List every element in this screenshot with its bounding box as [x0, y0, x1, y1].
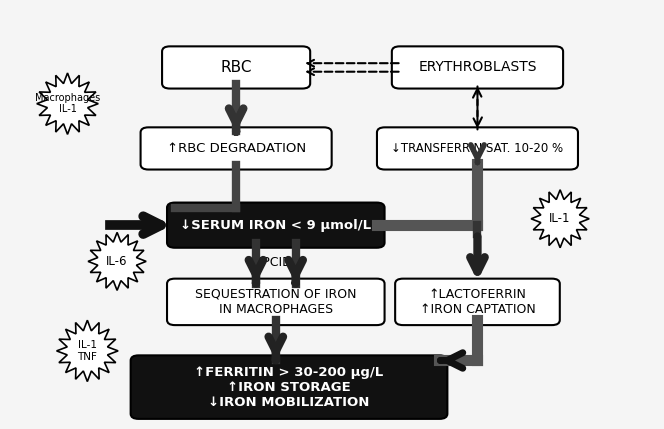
Text: ↑LACTOFERRIN
↑IRON CAPTATION: ↑LACTOFERRIN ↑IRON CAPTATION: [420, 288, 535, 316]
Text: HEPCIDIN: HEPCIDIN: [246, 256, 305, 269]
Polygon shape: [37, 73, 98, 134]
Text: SEQUESTRATION OF IRON
IN MACROPHAGES: SEQUESTRATION OF IRON IN MACROPHAGES: [195, 288, 357, 316]
Polygon shape: [56, 320, 118, 381]
Text: ↓TRANSFERRIN SAT. 10-20 %: ↓TRANSFERRIN SAT. 10-20 %: [391, 142, 564, 155]
FancyBboxPatch shape: [141, 127, 332, 169]
Text: IL-6: IL-6: [106, 255, 128, 268]
Polygon shape: [88, 233, 146, 290]
FancyBboxPatch shape: [131, 355, 448, 419]
Text: Macrophages
IL-1: Macrophages IL-1: [35, 93, 100, 115]
FancyBboxPatch shape: [395, 279, 560, 325]
Text: ↑RBC DEGRADATION: ↑RBC DEGRADATION: [167, 142, 305, 155]
Text: ↓SERUM IRON < 9 μmol/L: ↓SERUM IRON < 9 μmol/L: [180, 219, 371, 232]
Text: IL-1
TNF: IL-1 TNF: [78, 340, 98, 362]
FancyBboxPatch shape: [167, 202, 384, 248]
FancyBboxPatch shape: [392, 46, 563, 88]
Text: RBC: RBC: [220, 60, 252, 75]
FancyBboxPatch shape: [167, 279, 384, 325]
Text: ↑FERRITIN > 30-200 μg/L
↑IRON STORAGE
↓IRON MOBILIZATION: ↑FERRITIN > 30-200 μg/L ↑IRON STORAGE ↓I…: [195, 366, 384, 408]
FancyBboxPatch shape: [377, 127, 578, 169]
Polygon shape: [531, 190, 589, 248]
Text: IL-1: IL-1: [549, 212, 571, 225]
FancyBboxPatch shape: [162, 46, 310, 88]
Text: ERYTHROBLASTS: ERYTHROBLASTS: [418, 60, 537, 75]
